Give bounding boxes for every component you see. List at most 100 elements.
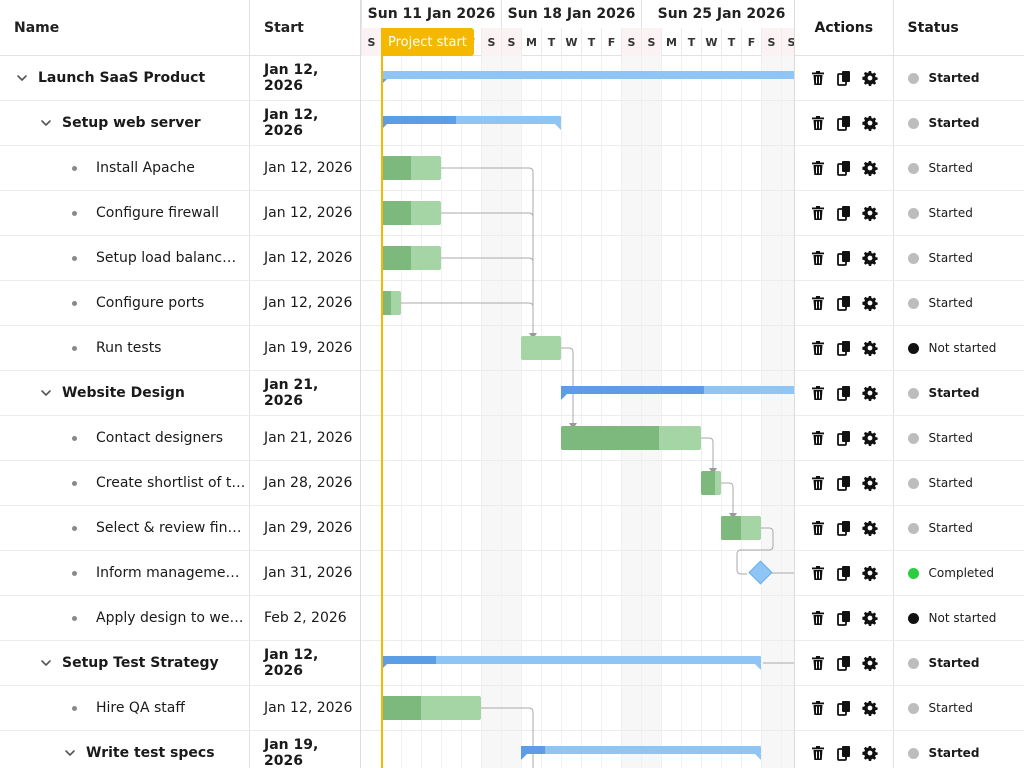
copy-icon[interactable] <box>836 745 852 761</box>
copy-icon[interactable] <box>836 115 852 131</box>
task-start-cell[interactable]: Jan 12, 2026 <box>250 686 360 730</box>
task-row[interactable]: Run tests Jan 19, 2026 <box>0 326 360 371</box>
copy-icon[interactable] <box>836 520 852 536</box>
trash-icon[interactable] <box>810 250 826 266</box>
gear-icon[interactable] <box>862 295 878 311</box>
task-name-cell[interactable]: Contact designers <box>0 416 250 460</box>
status-cell[interactable]: Completed <box>894 551 1024 595</box>
status-cell[interactable]: Not started <box>894 596 1024 640</box>
status-cell[interactable]: Started <box>894 416 1024 460</box>
status-cell[interactable]: Started <box>894 641 1024 685</box>
summary-bar[interactable] <box>381 656 761 670</box>
task-start-cell[interactable]: Jan 12, 2026 <box>250 101 360 145</box>
task-row[interactable]: Website Design Jan 21, 2026 <box>0 371 360 416</box>
status-cell[interactable]: Started <box>894 101 1024 145</box>
task-start-cell[interactable]: Feb 2, 2026 <box>250 596 360 640</box>
trash-icon[interactable] <box>810 115 826 131</box>
gear-icon[interactable] <box>862 385 878 401</box>
task-name-cell[interactable]: Setup web server <box>0 101 250 145</box>
task-bar[interactable] <box>381 696 481 720</box>
chevron-down-icon[interactable] <box>62 745 78 761</box>
summary-bar[interactable] <box>381 71 794 85</box>
trash-icon[interactable] <box>810 295 826 311</box>
task-name-cell[interactable]: Hire QA staff <box>0 686 250 730</box>
trash-icon[interactable] <box>810 205 826 221</box>
copy-icon[interactable] <box>836 475 852 491</box>
task-name-cell[interactable]: Run tests <box>0 326 250 370</box>
task-row[interactable]: Hire QA staff Jan 12, 2026 <box>0 686 360 731</box>
status-cell[interactable]: Started <box>894 461 1024 505</box>
task-name-cell[interactable]: Configure firewall <box>0 191 250 235</box>
gear-icon[interactable] <box>862 205 878 221</box>
task-bar[interactable] <box>721 516 761 540</box>
task-row[interactable]: Contact designers Jan 21, 2026 <box>0 416 360 461</box>
gear-icon[interactable] <box>862 70 878 86</box>
trash-icon[interactable] <box>810 610 826 626</box>
gear-icon[interactable] <box>862 475 878 491</box>
chevron-down-icon[interactable] <box>38 385 54 401</box>
gear-icon[interactable] <box>862 610 878 626</box>
gear-icon[interactable] <box>862 340 878 356</box>
task-name-cell[interactable]: Configure ports <box>0 281 250 325</box>
task-start-cell[interactable]: Jan 12, 2026 <box>250 56 360 100</box>
status-cell[interactable]: Started <box>894 731 1024 768</box>
gear-icon[interactable] <box>862 520 878 536</box>
copy-icon[interactable] <box>836 610 852 626</box>
task-start-cell[interactable]: Jan 21, 2026 <box>250 416 360 460</box>
gear-icon[interactable] <box>862 745 878 761</box>
task-start-cell[interactable]: Jan 12, 2026 <box>250 146 360 190</box>
trash-icon[interactable] <box>810 745 826 761</box>
gear-icon[interactable] <box>862 115 878 131</box>
trash-icon[interactable] <box>810 70 826 86</box>
task-start-cell[interactable]: Jan 12, 2026 <box>250 191 360 235</box>
task-name-cell[interactable]: Inform manageme… <box>0 551 250 595</box>
task-row[interactable]: Select & review fin… Jan 29, 2026 <box>0 506 360 551</box>
gear-icon[interactable] <box>862 430 878 446</box>
task-name-cell[interactable]: Write test specs <box>0 731 250 768</box>
gear-icon[interactable] <box>862 565 878 581</box>
trash-icon[interactable] <box>810 475 826 491</box>
status-cell[interactable]: Started <box>894 506 1024 550</box>
task-row[interactable]: Launch SaaS Product Jan 12, 2026 <box>0 56 360 101</box>
copy-icon[interactable] <box>836 565 852 581</box>
status-cell[interactable]: Started <box>894 236 1024 280</box>
name-column-header[interactable]: Name <box>0 0 250 55</box>
task-row[interactable]: Setup Test Strategy Jan 12, 2026 <box>0 641 360 686</box>
task-start-cell[interactable]: Jan 12, 2026 <box>250 641 360 685</box>
chevron-down-icon[interactable] <box>38 115 54 131</box>
copy-icon[interactable] <box>836 160 852 176</box>
task-bar[interactable] <box>521 336 561 360</box>
task-bar[interactable] <box>381 291 401 315</box>
gear-icon[interactable] <box>862 655 878 671</box>
copy-icon[interactable] <box>836 655 852 671</box>
task-row[interactable]: Configure ports Jan 12, 2026 <box>0 281 360 326</box>
task-name-cell[interactable]: Website Design <box>0 371 250 415</box>
task-bar[interactable] <box>381 156 441 180</box>
task-start-cell[interactable]: Jan 12, 2026 <box>250 236 360 280</box>
task-start-cell[interactable]: Jan 31, 2026 <box>250 551 360 595</box>
trash-icon[interactable] <box>810 655 826 671</box>
chevron-down-icon[interactable] <box>14 70 30 86</box>
trash-icon[interactable] <box>810 565 826 581</box>
task-start-cell[interactable]: Jan 28, 2026 <box>250 461 360 505</box>
task-row[interactable]: Write test specs Jan 19, 2026 <box>0 731 360 768</box>
task-name-cell[interactable]: Create shortlist of t… <box>0 461 250 505</box>
status-cell[interactable]: Started <box>894 371 1024 415</box>
task-bar[interactable] <box>381 246 441 270</box>
task-row[interactable]: Create shortlist of t… Jan 28, 2026 <box>0 461 360 506</box>
task-name-cell[interactable]: Setup load balanc… <box>0 236 250 280</box>
trash-icon[interactable] <box>810 700 826 716</box>
summary-bar[interactable] <box>381 116 561 130</box>
status-cell[interactable]: Started <box>894 146 1024 190</box>
task-name-cell[interactable]: Apply design to we… <box>0 596 250 640</box>
status-column-header[interactable]: Status <box>907 19 959 36</box>
task-row[interactable]: Setup load balanc… Jan 12, 2026 <box>0 236 360 281</box>
task-name-cell[interactable]: Install Apache <box>0 146 250 190</box>
gear-icon[interactable] <box>862 700 878 716</box>
task-row[interactable]: Install Apache Jan 12, 2026 <box>0 146 360 191</box>
task-row[interactable]: Configure firewall Jan 12, 2026 <box>0 191 360 236</box>
task-start-cell[interactable]: Jan 19, 2026 <box>250 731 360 768</box>
task-row[interactable]: Inform manageme… Jan 31, 2026 <box>0 551 360 596</box>
summary-bar[interactable] <box>561 386 794 400</box>
copy-icon[interactable] <box>836 340 852 356</box>
